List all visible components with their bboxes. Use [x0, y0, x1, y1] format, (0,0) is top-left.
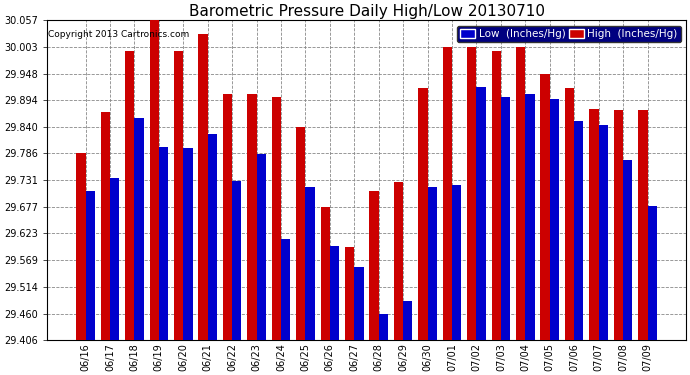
Bar — [467, 47, 477, 340]
Bar — [101, 112, 110, 340]
Bar — [599, 125, 608, 340]
Text: Copyright 2013 Cartronics.com: Copyright 2013 Cartronics.com — [48, 30, 190, 39]
Bar — [574, 121, 584, 340]
Bar — [589, 109, 599, 340]
Bar — [199, 34, 208, 340]
Bar — [159, 147, 168, 340]
Title: Barometric Pressure Daily High/Low 20130710: Barometric Pressure Daily High/Low 20130… — [188, 4, 544, 19]
Bar — [150, 20, 159, 340]
Bar — [443, 47, 452, 340]
Bar — [345, 247, 354, 340]
Bar — [525, 93, 535, 340]
Bar — [647, 207, 657, 340]
Bar — [184, 147, 193, 340]
Bar — [403, 301, 413, 340]
Bar — [516, 47, 525, 340]
Bar — [477, 87, 486, 340]
Bar — [330, 246, 339, 340]
Bar — [110, 178, 119, 340]
Bar — [232, 181, 241, 340]
Bar — [135, 118, 144, 340]
Bar — [369, 191, 379, 340]
Bar — [394, 182, 403, 340]
Bar — [247, 93, 257, 340]
Bar — [565, 88, 574, 340]
Bar — [379, 314, 388, 340]
Bar — [272, 98, 281, 340]
Bar — [86, 191, 95, 340]
Bar — [550, 99, 559, 340]
Bar — [223, 93, 232, 340]
Bar — [614, 110, 623, 340]
Bar — [354, 267, 364, 340]
Bar — [428, 187, 437, 340]
Bar — [638, 110, 647, 340]
Bar — [125, 51, 135, 340]
Bar — [623, 160, 632, 340]
Bar — [418, 88, 428, 340]
Bar — [540, 74, 550, 340]
Bar — [491, 51, 501, 340]
Bar — [257, 154, 266, 340]
Bar — [208, 134, 217, 340]
Bar — [174, 51, 184, 340]
Bar — [501, 98, 510, 340]
Bar — [321, 207, 330, 340]
Bar — [306, 187, 315, 340]
Legend: Low  (Inches/Hg), High  (Inches/Hg): Low (Inches/Hg), High (Inches/Hg) — [457, 26, 680, 42]
Bar — [452, 185, 462, 340]
Bar — [281, 239, 290, 340]
Bar — [296, 127, 306, 340]
Bar — [76, 153, 86, 340]
